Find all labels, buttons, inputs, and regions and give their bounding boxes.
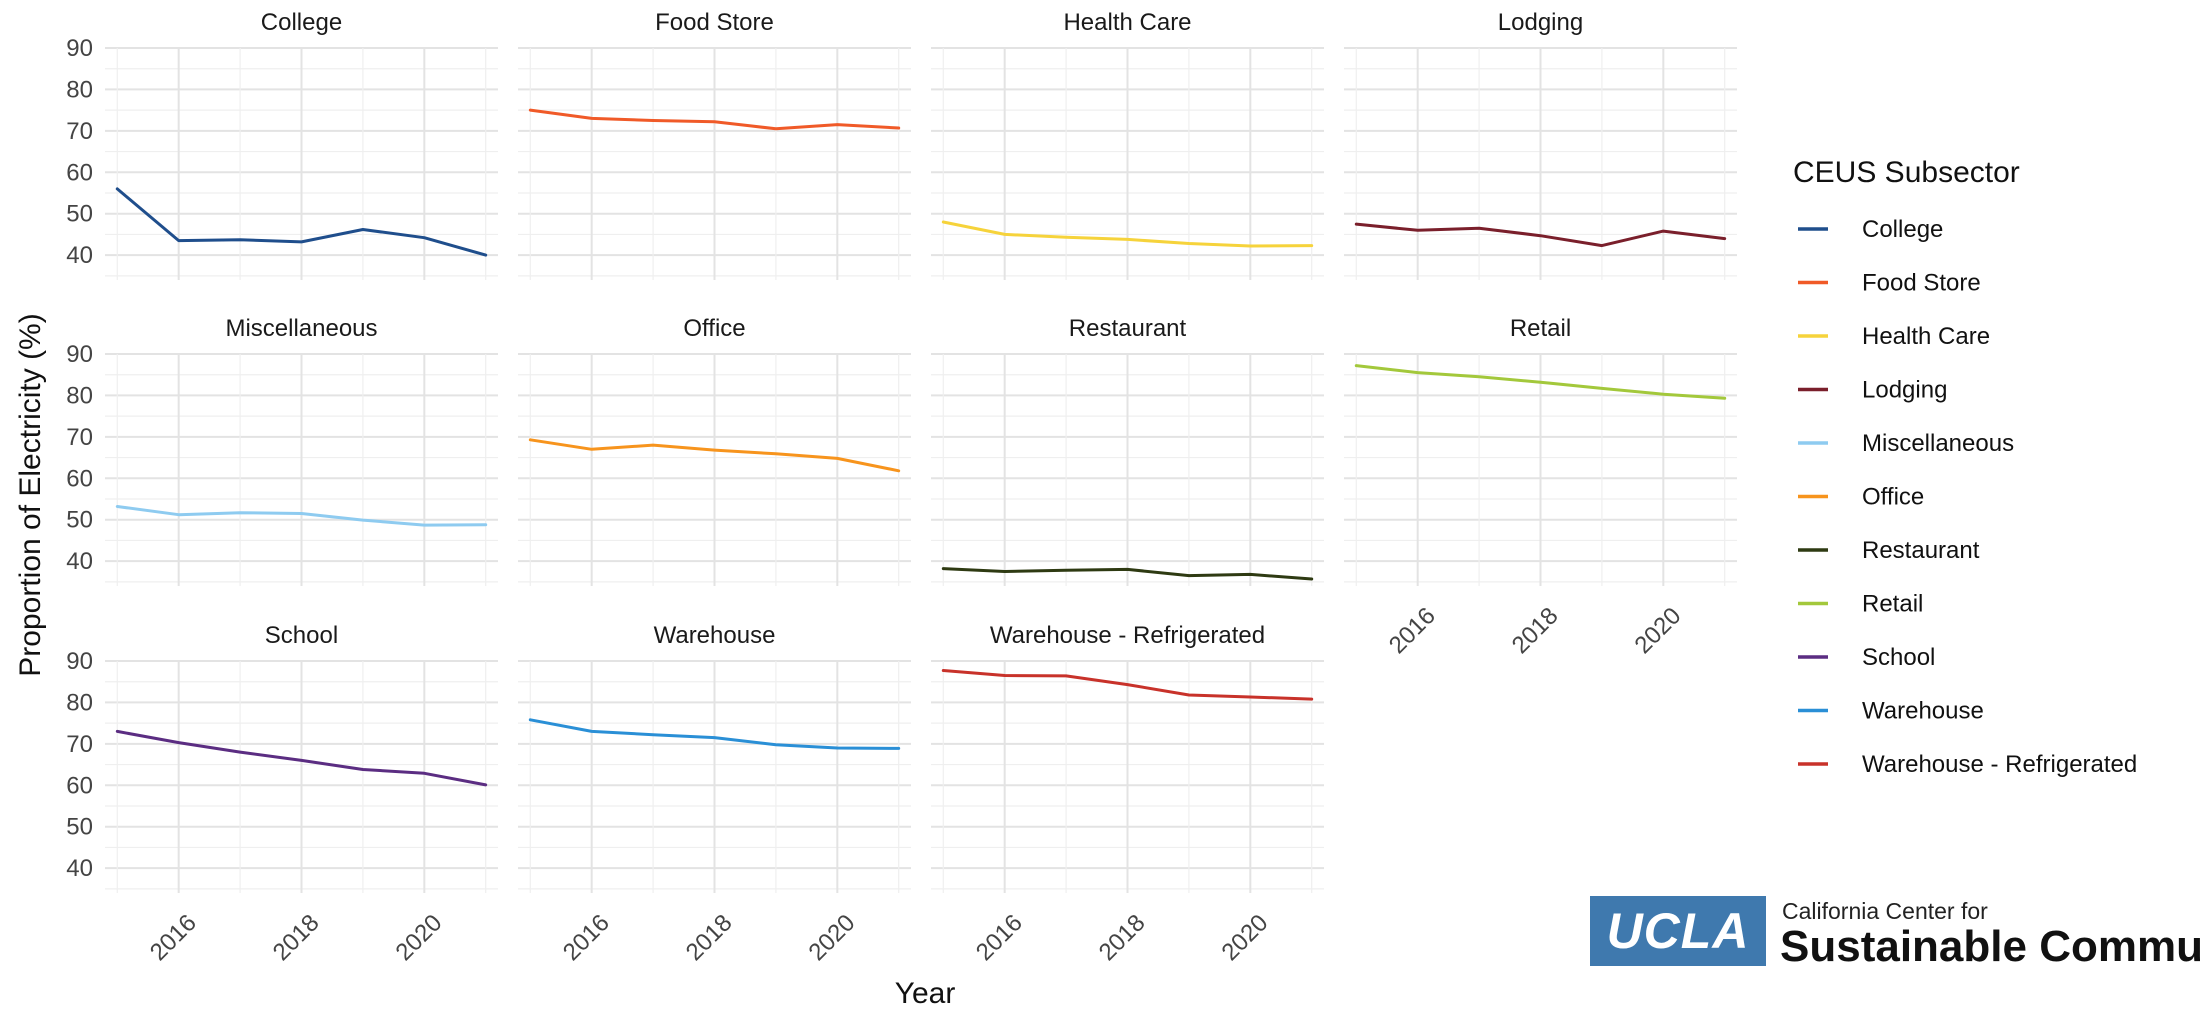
x-tick-label: 2018 bbox=[268, 909, 325, 966]
series-line-food-store bbox=[528, 108, 901, 131]
panel-title-office: Office bbox=[683, 315, 745, 342]
legend-label-college: College bbox=[1862, 216, 1943, 243]
legend: CEUS Subsector College Food Store Health C… bbox=[1793, 156, 2137, 778]
ucla-logo: UCLA California Center for Sustainable C… bbox=[1590, 896, 2200, 966]
axis-labels: 40 50 60 70 80 90 40 50 60 70 80 90 2016 2018 2020 40 50… bbox=[66, 35, 1686, 966]
legend-label-lodging: Lodging bbox=[1862, 377, 1947, 404]
series-line-lodging bbox=[1354, 222, 1727, 248]
y-tick-label: 40 bbox=[66, 548, 93, 575]
panel-title-food-store: Food Store bbox=[655, 9, 774, 36]
panel-title-miscellaneous: Miscellaneous bbox=[225, 315, 377, 342]
panel-title-restaurant: Restaurant bbox=[1069, 315, 1187, 342]
series-line-office bbox=[528, 438, 901, 473]
x-tick-label: 2016 bbox=[558, 909, 615, 966]
y-tick-label: 40 bbox=[66, 855, 93, 882]
series-line-college bbox=[115, 187, 488, 257]
legend-label-restaurant: Restaurant bbox=[1862, 537, 1980, 564]
panel-warehouse: Warehouse bbox=[518, 622, 911, 893]
y-tick-label: 80 bbox=[66, 382, 93, 409]
x-tick-label: 2016 bbox=[1384, 602, 1441, 659]
legend-item-college: College bbox=[1798, 216, 1943, 243]
legend-label-health-care: Health Care bbox=[1862, 323, 1990, 350]
y-tick-label: 90 bbox=[66, 341, 93, 368]
y-tick-label: 50 bbox=[66, 507, 93, 534]
y-tick-label: 90 bbox=[66, 648, 93, 675]
x-tick-label: 2020 bbox=[1217, 909, 1274, 966]
panel-title-lodging: Lodging bbox=[1498, 9, 1583, 36]
legend-item-miscellaneous: Miscellaneous bbox=[1798, 430, 2014, 457]
legend-title: CEUS Subsector bbox=[1793, 156, 2020, 189]
legend-item-food-store: Food Store bbox=[1798, 270, 1981, 297]
panel-retail: Retail bbox=[1344, 315, 1737, 586]
y-axis-title: Proportion of Electricity (%) bbox=[14, 313, 47, 676]
ucla-logo-mark: UCLA bbox=[1590, 896, 1766, 966]
series-line-miscellaneous bbox=[115, 505, 488, 527]
series-line-school bbox=[115, 729, 488, 787]
x-tick-label: 2020 bbox=[1630, 602, 1687, 659]
panel-title-college: College bbox=[261, 9, 342, 36]
series-line-warehouse bbox=[528, 718, 901, 750]
x-tick-label: 2018 bbox=[681, 909, 738, 966]
x-tick-label: 2018 bbox=[1094, 909, 1151, 966]
panel-health-care: Health Care bbox=[931, 9, 1324, 280]
y-tick-label: 70 bbox=[66, 118, 93, 145]
panel-title-school: School bbox=[265, 622, 338, 649]
y-tick-label: 80 bbox=[66, 76, 93, 103]
facet-panels: College Food Store Health Care Lodging Misce… bbox=[105, 9, 1737, 893]
legend-item-school: School bbox=[1798, 644, 1935, 671]
logo-text-line2: Sustainable Communities bbox=[1780, 922, 2200, 966]
series-line-restaurant bbox=[941, 567, 1314, 581]
legend-item-health-care: Health Care bbox=[1798, 323, 1990, 350]
legend-label-food-store: Food Store bbox=[1862, 270, 1981, 297]
panel-food-store: Food Store bbox=[518, 9, 911, 280]
x-tick-label: 2018 bbox=[1507, 602, 1564, 659]
panel-warehouse-refrigerated: Warehouse - Refrigerated bbox=[931, 622, 1324, 893]
legend-item-office: Office bbox=[1798, 484, 1924, 511]
series-line-health-care bbox=[941, 220, 1314, 248]
legend-label-warehouse-refrigerated: Warehouse - Refrigerated bbox=[1862, 751, 2137, 778]
series-line-retail bbox=[1354, 364, 1727, 400]
legend-item-restaurant: Restaurant bbox=[1798, 537, 1980, 564]
y-tick-label: 80 bbox=[66, 689, 93, 716]
y-tick-label: 50 bbox=[66, 201, 93, 228]
panel-title-health-care: Health Care bbox=[1063, 9, 1191, 36]
y-tick-label: 50 bbox=[66, 814, 93, 841]
y-tick-label: 70 bbox=[66, 424, 93, 451]
y-tick-label: 70 bbox=[66, 731, 93, 758]
panel-office: Office bbox=[518, 315, 911, 586]
panel-miscellaneous: Miscellaneous bbox=[105, 315, 498, 586]
x-tick-label: 2020 bbox=[804, 909, 861, 966]
legend-item-lodging: Lodging bbox=[1798, 377, 1947, 404]
x-tick-label: 2020 bbox=[391, 909, 448, 966]
legend-item-retail: Retail bbox=[1798, 591, 1923, 618]
x-tick-label: 2016 bbox=[971, 909, 1028, 966]
legend-label-warehouse: Warehouse bbox=[1862, 698, 1984, 725]
x-tick-label: 2016 bbox=[145, 909, 202, 966]
y-tick-label: 60 bbox=[66, 772, 93, 799]
y-tick-label: 90 bbox=[66, 35, 93, 62]
legend-label-miscellaneous: Miscellaneous bbox=[1862, 430, 2014, 457]
legend-label-retail: Retail bbox=[1862, 591, 1923, 618]
legend-item-warehouse-refrigerated: Warehouse - Refrigerated bbox=[1798, 751, 2137, 778]
y-tick-label: 60 bbox=[66, 465, 93, 492]
panel-restaurant: Restaurant bbox=[931, 315, 1324, 586]
panel-title-warehouse-refrigerated: Warehouse - Refrigerated bbox=[990, 622, 1265, 649]
legend-label-school: School bbox=[1862, 644, 1935, 671]
y-tick-label: 60 bbox=[66, 159, 93, 186]
panel-lodging: Lodging bbox=[1344, 9, 1737, 280]
panel-college: College bbox=[105, 9, 498, 280]
y-tick-label: 40 bbox=[66, 242, 93, 269]
x-axis-title: Year bbox=[895, 977, 956, 1010]
series-line-warehouse-refrigerated bbox=[941, 669, 1314, 701]
legend-item-warehouse: Warehouse bbox=[1798, 698, 1984, 725]
logo-text-line1: California Center for bbox=[1782, 898, 1988, 924]
legend-label-office: Office bbox=[1862, 484, 1924, 511]
panel-school: School bbox=[105, 622, 498, 893]
panel-title-retail: Retail bbox=[1510, 315, 1571, 342]
panel-title-warehouse: Warehouse bbox=[654, 622, 776, 649]
